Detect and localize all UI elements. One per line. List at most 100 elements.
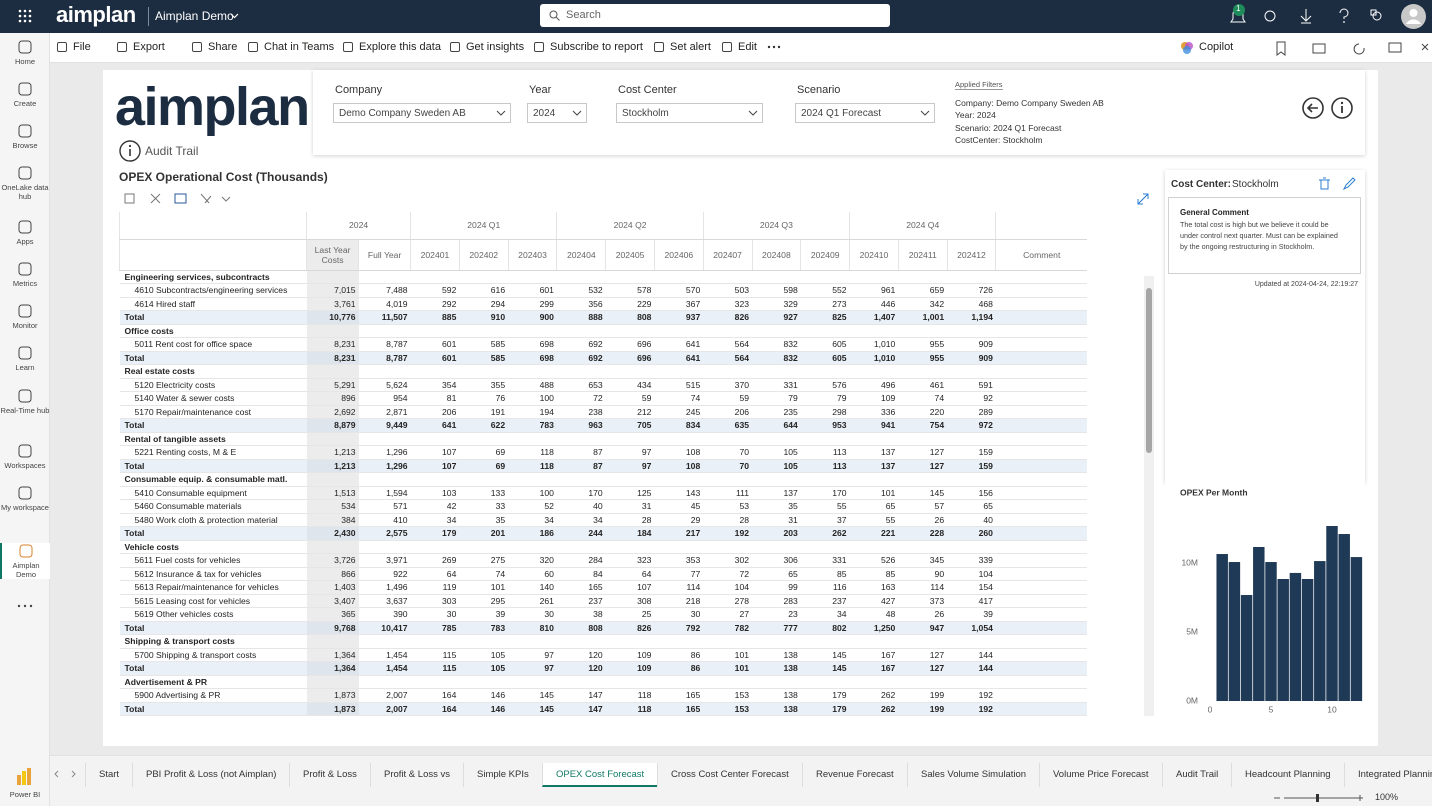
icon-shape xyxy=(534,42,544,52)
toolbar-label: Explore this data xyxy=(359,41,441,53)
help-icon[interactable] xyxy=(1334,7,1354,27)
nav-item[interactable]: Home xyxy=(0,39,50,66)
row-group: Shipping & transport costs xyxy=(119,634,1087,649)
cell: 87 xyxy=(556,459,606,473)
audit-trail-link[interactable]: Audit Trail xyxy=(145,144,199,158)
x-tick-label: 5 xyxy=(1269,704,1274,714)
comment-label: Cost Center: xyxy=(1171,179,1232,190)
cell xyxy=(995,472,1087,487)
page-tab[interactable]: Integrated Planning xyxy=(1344,763,1432,787)
page-tab[interactable]: Revenue Forecast xyxy=(802,763,907,787)
nav-item[interactable]: Browse xyxy=(0,123,50,150)
page-tab[interactable]: Cross Cost Center Forecast xyxy=(657,763,802,787)
cell xyxy=(849,432,899,446)
comment-actions[interactable] xyxy=(1318,177,1358,191)
nav-item[interactable]: Apps xyxy=(0,219,50,246)
more-icon[interactable] xyxy=(767,44,781,50)
cell: 109 xyxy=(849,391,899,406)
filter-dropdown[interactable]: Demo Company Sweden AB xyxy=(333,103,511,123)
expand-icon[interactable] xyxy=(1136,192,1150,206)
report-toolbar: Copilot File Export Share Chat in Teams Expl… xyxy=(50,33,1432,63)
opex-table: 2024 2024 Q1 2024 Q2 2024 Q3 2024 Q4 Last Yea… xyxy=(118,212,1087,716)
cell: 955 xyxy=(898,351,948,365)
page-tab[interactable]: OPEX Cost Forecast xyxy=(542,763,658,787)
nav-item[interactable]: Learn xyxy=(0,345,50,372)
toolbar-button[interactable]: File xyxy=(56,41,91,53)
cell: 115 xyxy=(410,661,460,676)
nav-item[interactable]: Metrics xyxy=(0,261,50,288)
cell: 353 xyxy=(654,553,704,568)
toolbar-button[interactable]: Explore this data xyxy=(342,41,441,53)
cell: 641 xyxy=(654,351,704,365)
toolbar-button[interactable]: Subscribe to report xyxy=(533,41,643,53)
nav-item[interactable]: Monitor xyxy=(0,303,50,330)
page-tab[interactable]: Sales Volume Simulation xyxy=(907,763,1039,787)
toolbar-button[interactable]: Edit xyxy=(721,41,757,53)
filter-dropdown[interactable]: 2024 xyxy=(527,103,587,123)
cell: 118 xyxy=(508,445,557,460)
cell: 206 xyxy=(703,405,753,419)
nav-item[interactable]: Real-Time hub xyxy=(0,388,50,415)
page-tab[interactable]: Profit & Loss vs xyxy=(370,763,463,787)
cell: 641 xyxy=(410,418,460,433)
zoom-slider[interactable] xyxy=(1272,793,1367,803)
cell xyxy=(947,432,996,446)
nav-icon-shape xyxy=(19,544,33,558)
nav-buttons[interactable] xyxy=(1301,96,1355,122)
nav-more[interactable] xyxy=(17,603,33,609)
cell xyxy=(898,675,948,689)
cell: 1,454 xyxy=(358,648,411,662)
cell: 834 xyxy=(654,418,704,433)
filter-dropdown[interactable]: 2024 Q1 Forecast xyxy=(795,103,935,123)
cell: 40 xyxy=(556,499,606,514)
cell: 65 xyxy=(947,499,996,514)
cell: 59 xyxy=(605,391,655,406)
avatar[interactable] xyxy=(1400,3,1427,30)
cell: 3,761 xyxy=(306,297,359,311)
page-tab[interactable]: Profit & Loss xyxy=(289,763,370,787)
copilot-button[interactable]: Copilot xyxy=(1199,41,1234,53)
cell: 57 xyxy=(898,499,948,514)
nav-item[interactable]: Aimplan Demo xyxy=(0,543,50,579)
nav-item[interactable]: Create xyxy=(0,81,50,108)
cell: 99 xyxy=(752,580,801,595)
page-tab[interactable]: Headcount Planning xyxy=(1231,763,1344,787)
nav-item[interactable]: OneLake data hub xyxy=(0,165,50,201)
nav-item[interactable]: Workspaces xyxy=(0,443,50,470)
dropdown-chevron xyxy=(748,110,758,116)
cell: 170 xyxy=(556,486,606,500)
cell: 292 xyxy=(410,297,460,311)
workspace-name[interactable]: Aimplan Demo xyxy=(155,9,234,23)
row-item: 5612 Insurance & tax for vehicles 866 922 6… xyxy=(119,567,1087,581)
row-label: 5460 Consumable materials xyxy=(119,499,307,514)
page-tab[interactable]: Audit Trail xyxy=(1162,763,1231,787)
nav-item[interactable]: My workspace xyxy=(0,485,50,512)
filter-dropdown[interactable]: Stockholm xyxy=(616,103,763,123)
toolbar-button[interactable]: Share xyxy=(191,41,237,53)
header-cell xyxy=(118,239,307,271)
toolbar-button[interactable]: Get insights xyxy=(449,41,524,53)
toolbar-button[interactable]: Export xyxy=(116,41,165,53)
table-actions[interactable] xyxy=(123,192,235,206)
brand[interactable]: aimplan xyxy=(56,2,136,27)
page-tab[interactable]: Volume Price Forecast xyxy=(1039,763,1162,787)
page-tab[interactable]: Simple KPIs xyxy=(463,763,542,787)
row-label: 5619 Other vehicles costs xyxy=(119,607,307,622)
cell: 114 xyxy=(898,580,948,595)
tab-scroll[interactable] xyxy=(50,768,80,780)
column-header: 202411 xyxy=(897,239,948,271)
scrollbar[interactable] xyxy=(1144,276,1154,716)
toolbar-button[interactable]: Chat in Teams xyxy=(247,41,334,53)
scroll-thumb[interactable] xyxy=(1146,288,1152,453)
cell: 97 xyxy=(605,459,655,473)
page-tab[interactable]: PBI Profit & Loss (not Aimplan) xyxy=(132,763,289,787)
search-box[interactable]: Search xyxy=(540,4,890,27)
page-tab[interactable]: Start xyxy=(85,763,132,787)
cell xyxy=(508,432,557,446)
info-icon[interactable] xyxy=(119,140,141,162)
cell: 114 xyxy=(654,580,704,595)
cell: 179 xyxy=(410,526,460,541)
cell: 810 xyxy=(508,621,557,635)
toolbar-button[interactable]: Set alert xyxy=(653,41,711,53)
app-launcher[interactable] xyxy=(18,9,32,23)
